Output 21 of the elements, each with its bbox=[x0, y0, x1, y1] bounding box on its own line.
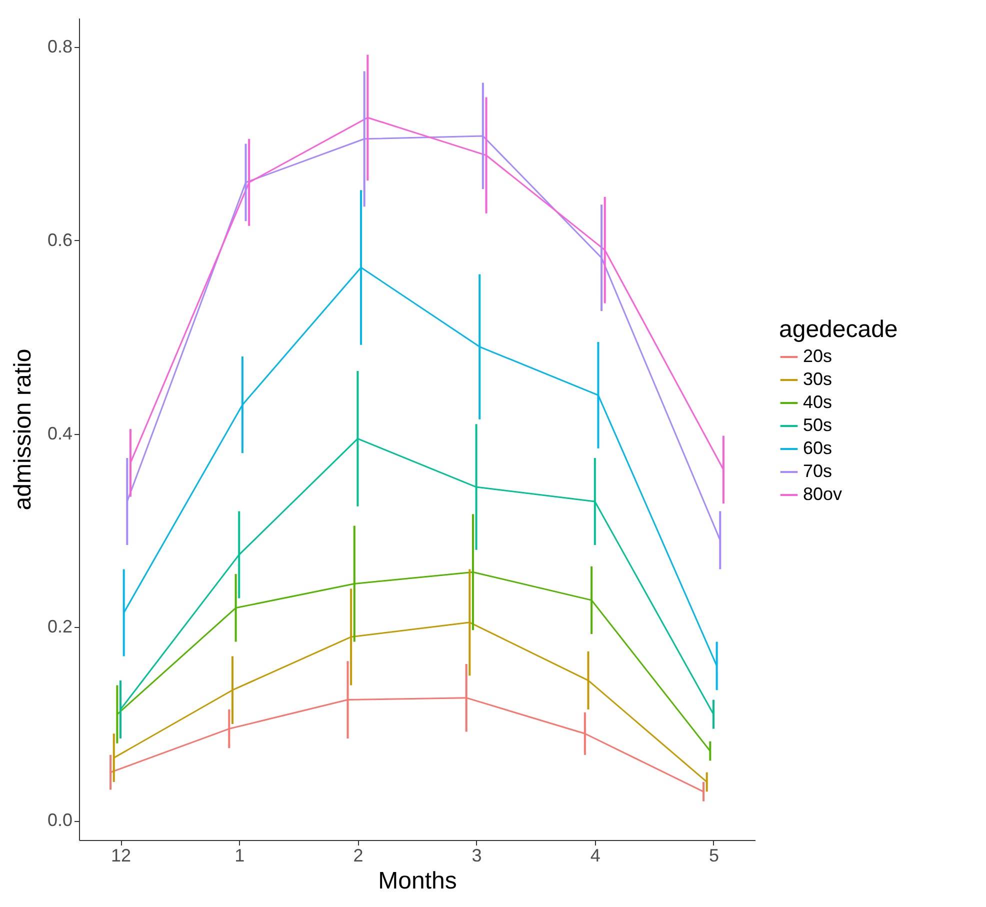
x-axis-title: Months bbox=[378, 868, 457, 894]
legend-label: 80ov bbox=[803, 484, 842, 504]
legend-label: 50s bbox=[803, 415, 832, 435]
y-axis-title: admission ratio bbox=[9, 348, 36, 510]
y-tick-label: 0.4 bbox=[47, 423, 72, 444]
legend-label: 30s bbox=[803, 369, 832, 389]
y-tick-label: 0.0 bbox=[47, 810, 72, 830]
y-tick-label: 0.8 bbox=[47, 36, 72, 57]
legend-label: 60s bbox=[803, 438, 832, 458]
x-tick-label: 3 bbox=[472, 846, 482, 866]
y-tick-label: 0.6 bbox=[47, 230, 72, 250]
x-tick-label: 1 bbox=[234, 846, 245, 866]
y-tick-label: 0.2 bbox=[47, 616, 72, 637]
x-tick-label: 5 bbox=[708, 846, 719, 866]
x-tick-label: 12 bbox=[110, 846, 132, 866]
x-tick-label: 4 bbox=[590, 846, 600, 866]
legend-label: 40s bbox=[803, 392, 832, 412]
legend-title: agedecade bbox=[779, 316, 898, 343]
x-tick-label: 2 bbox=[353, 846, 364, 866]
legend-label: 70s bbox=[803, 461, 832, 481]
legend-label: 20s bbox=[803, 346, 832, 366]
